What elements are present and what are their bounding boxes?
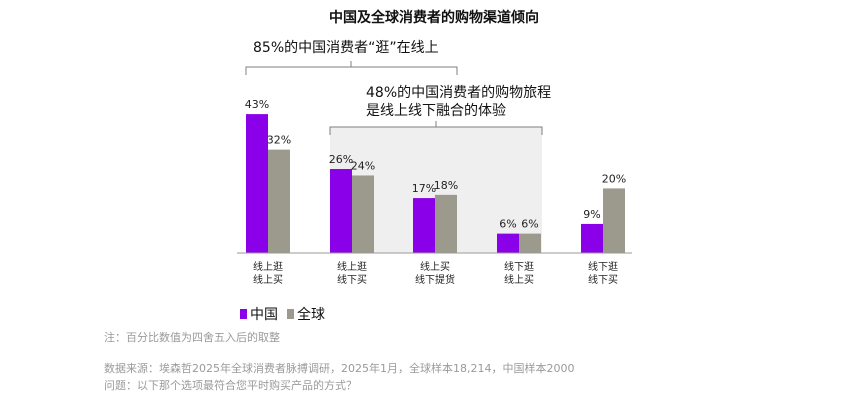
data-label-global-1: 32% — [267, 134, 291, 147]
omni-callout-line2: 是线上线下融合的体验 — [366, 103, 506, 119]
bar-global-2 — [352, 175, 374, 253]
bar-china-4 — [497, 233, 519, 253]
x-tick-label-2-line2: 线下买 — [337, 273, 367, 286]
footnote-rounding: 注：百分比数值为四舍五入后的取整 — [104, 330, 280, 344]
online-callout: 85%的中国消费者“逛”在线上 — [253, 40, 439, 56]
bars-layer: 43% 32% 26%24% 17%18% 6% 6% 9% 20% — [245, 98, 626, 253]
data-label-global-2: 24% — [351, 159, 375, 172]
x-tick-label-5-line1: 线下逛 — [588, 260, 618, 273]
data-label-global-4: 6% — [521, 218, 538, 231]
legend-label-china: 中国 — [250, 307, 278, 323]
data-label-global-3: 18% — [434, 179, 458, 192]
data-label-china-3: 17% — [412, 182, 436, 195]
x-tick-label-5-line2: 线下买 — [588, 273, 618, 286]
x-tick-label-3-line1: 线上买 — [420, 260, 450, 273]
omni-bracket — [329, 121, 543, 135]
x-tick-label-2-line1: 线上逛 — [337, 260, 367, 273]
bar-china-3 — [413, 198, 435, 253]
data-label-china-4: 6% — [499, 218, 516, 231]
data-label-china-1: 43% — [245, 98, 269, 111]
x-tick-label-4-line1: 线下逛 — [504, 260, 534, 273]
footnote-question: 问题：以下那个选项最符合您平时购买产品的方式？ — [104, 378, 357, 392]
x-tick-label-3-line2: 线下提货 — [415, 273, 455, 286]
chart-title: 中国及全球消费者的购物渠道倾向 — [329, 9, 539, 26]
online-bracket — [245, 61, 458, 75]
footnote-source: 数据来源：埃森哲2025年全球消费者脉搏调研，2025年1月，全球样本18,21… — [104, 361, 574, 375]
bar-china-2 — [330, 169, 352, 253]
legend-swatch-china — [240, 309, 247, 319]
data-label-china-2: 26% — [329, 153, 353, 166]
bar-global-5 — [603, 188, 625, 253]
bar-global-4 — [519, 233, 541, 253]
legend-label-global: 全球 — [297, 306, 325, 323]
bar-china-5 — [581, 223, 603, 253]
x-tick-label-1-line1: 线上逛 — [253, 260, 283, 273]
data-label-china-5: 9% — [583, 208, 600, 221]
omni-callout-line1: 48%的中国消费者的购物旅程 — [366, 85, 551, 101]
legend-swatch-global — [287, 309, 294, 319]
x-tick-label-4-line2: 线上买 — [504, 273, 534, 286]
x-tick-label-1-line2: 线上买 — [253, 273, 283, 286]
bar-global-3 — [435, 194, 457, 253]
data-label-global-5: 20% — [602, 172, 626, 185]
bar-china-1 — [246, 114, 268, 253]
bar-global-1 — [268, 149, 290, 253]
